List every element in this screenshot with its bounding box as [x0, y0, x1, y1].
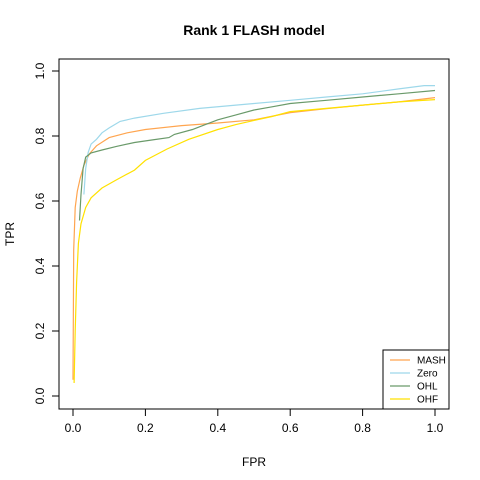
chart-title: Rank 1 FLASH model [183, 22, 325, 38]
legend: MASH Zero OHL OHF [383, 350, 449, 409]
x-tick-label: 1.0 [427, 421, 444, 435]
x-tick-label: 0.8 [354, 421, 371, 435]
x-tick-label: 0.2 [137, 421, 154, 435]
y-tick-label: 1.0 [33, 62, 47, 79]
x-axis-label: FPR [242, 455, 266, 469]
x-tick-label: 0.6 [282, 421, 299, 435]
y-tick-label: 0.2 [33, 322, 47, 339]
y-tick-label: 0.4 [33, 257, 47, 274]
legend-label-mash: MASH [417, 356, 446, 367]
legend-label-ohl: OHL [417, 382, 438, 393]
x-tick-label: 0.0 [65, 421, 82, 435]
y-axis-label: TPR [3, 222, 17, 246]
y-tick-label: 0.8 [33, 127, 47, 144]
x-tick-label: 0.4 [209, 421, 226, 435]
legend-label-zero: Zero [417, 369, 438, 380]
legend-label-ohf: OHF [417, 395, 438, 406]
y-tick-label: 0.6 [33, 192, 47, 209]
y-tick-label: 0.0 [33, 387, 47, 404]
